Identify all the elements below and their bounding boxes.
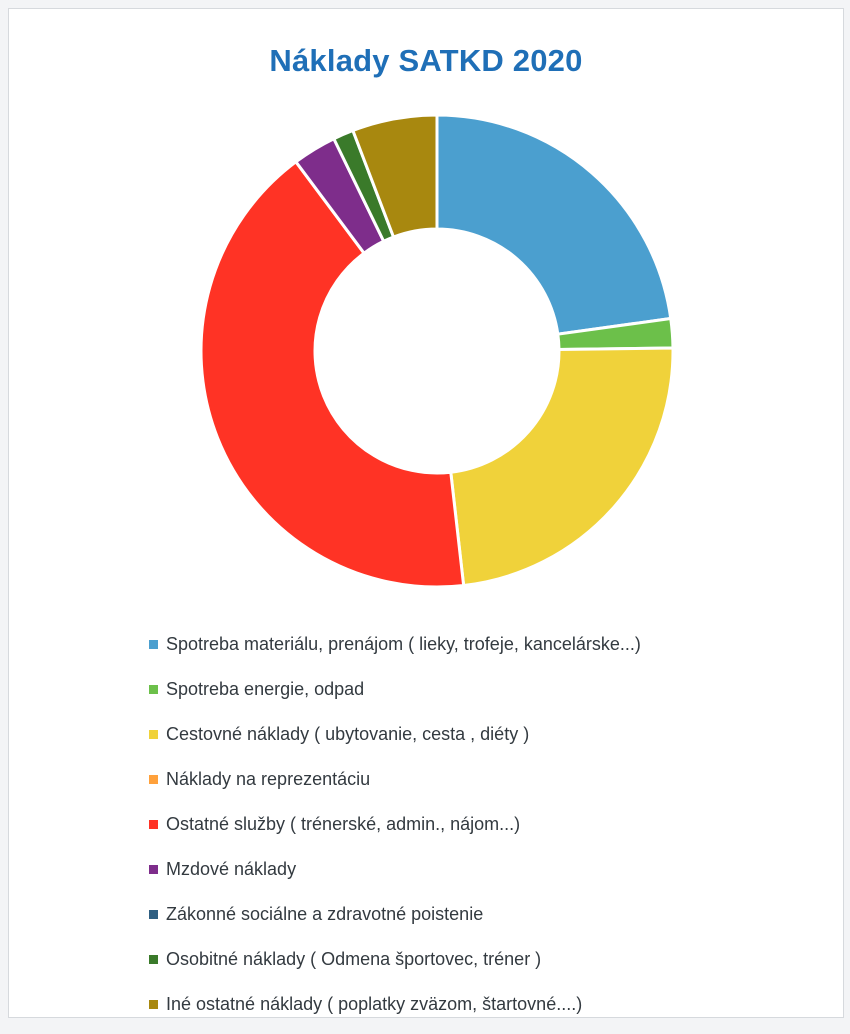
- legend-label: Mzdové náklady: [166, 859, 297, 879]
- legend-swatch: [149, 819, 158, 829]
- legend-swatch: [149, 729, 158, 739]
- legend-item-8: Iné ostatné náklady ( poplatky zväzom, š…: [149, 989, 641, 1019]
- pie-slice-8: [350, 113, 439, 239]
- legend-swatch: [149, 774, 158, 784]
- pie-slice-4: [199, 159, 466, 589]
- legend-label: Spotreba materiálu, prenájom ( lieky, tr…: [166, 634, 641, 654]
- legend-label: Zákonné sociálne a zdravotné poistenie: [166, 904, 484, 924]
- chart-card: Náklady SATKD 2020 Spotreba materiálu, p…: [8, 8, 844, 1018]
- legend-item-5: Mzdové náklady: [149, 854, 641, 884]
- legend-item-6: Zákonné sociálne a zdravotné poistenie: [149, 899, 641, 929]
- legend-label: Náklady na reprezentáciu: [166, 769, 371, 789]
- legend-swatch: [149, 639, 158, 649]
- legend-item-2: Cestovné náklady ( ubytovanie, cesta , d…: [149, 719, 641, 749]
- chart-legend: Spotreba materiálu, prenájom ( lieky, tr…: [149, 629, 641, 1034]
- legend-label: Iné ostatné náklady ( poplatky zväzom, š…: [166, 994, 583, 1014]
- donut-chart: [199, 113, 675, 589]
- legend-item-3: Náklady na reprezentáciu: [149, 764, 641, 794]
- legend-item-4: Ostatné služby ( trénerské, admin., nájo…: [149, 809, 641, 839]
- legend-label: Spotreba energie, odpad: [166, 679, 365, 699]
- legend-swatch: [149, 909, 158, 919]
- legend-swatch: [149, 954, 158, 964]
- pie-slice-2: [449, 346, 675, 588]
- legend-label: Osobitné náklady ( Odmena športovec, tré…: [166, 949, 542, 969]
- pie-slice-0: [435, 113, 673, 336]
- legend-label: Ostatné služby ( trénerské, admin., nájo…: [166, 814, 521, 834]
- legend-item-7: Osobitné náklady ( Odmena športovec, tré…: [149, 944, 641, 974]
- legend-label: Cestovné náklady ( ubytovanie, cesta , d…: [166, 724, 530, 744]
- chart-title: Náklady SATKD 2020: [269, 43, 583, 78]
- legend-item-0: Spotreba materiálu, prenájom ( lieky, tr…: [149, 629, 641, 659]
- legend-swatch: [149, 999, 158, 1009]
- legend-swatch: [149, 684, 158, 694]
- legend-swatch: [149, 864, 158, 874]
- legend-item-1: Spotreba energie, odpad: [149, 674, 641, 704]
